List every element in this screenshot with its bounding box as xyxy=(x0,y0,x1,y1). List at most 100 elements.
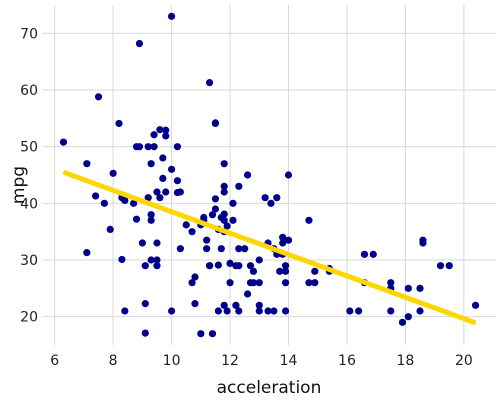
data-point xyxy=(241,245,249,253)
data-point xyxy=(279,239,287,247)
data-point xyxy=(279,233,287,241)
data-point xyxy=(416,307,424,315)
data-point xyxy=(147,160,155,168)
x-axis-label: acceleration xyxy=(217,378,322,398)
data-point xyxy=(243,290,252,298)
data-point xyxy=(147,211,155,219)
data-point xyxy=(191,273,199,281)
data-point xyxy=(118,255,126,264)
data-point xyxy=(223,307,231,315)
data-point xyxy=(369,250,377,258)
data-point xyxy=(153,188,161,196)
data-point xyxy=(419,239,427,247)
data-point xyxy=(223,222,231,230)
data-point xyxy=(141,329,149,337)
y-tick-label: 70 xyxy=(20,26,38,42)
data-point xyxy=(235,262,243,270)
data-point xyxy=(208,330,217,338)
data-point xyxy=(121,307,129,315)
data-point xyxy=(281,279,290,287)
data-point xyxy=(130,199,138,207)
data-point xyxy=(144,143,152,151)
data-point xyxy=(273,194,281,202)
x-tick-label: 18 xyxy=(396,353,414,369)
data-point xyxy=(162,126,170,134)
data-point xyxy=(182,221,190,229)
data-point xyxy=(188,228,196,236)
data-point xyxy=(121,196,129,205)
data-point xyxy=(267,199,275,207)
data-point xyxy=(135,39,144,48)
data-point xyxy=(276,267,284,275)
data-point xyxy=(141,262,149,270)
data-point xyxy=(150,131,158,139)
data-point xyxy=(214,261,222,269)
x-tick-label: 16 xyxy=(338,353,356,369)
data-point xyxy=(255,307,263,315)
data-point xyxy=(162,188,170,196)
data-point xyxy=(205,79,214,87)
data-point xyxy=(255,301,263,309)
data-point xyxy=(255,256,263,264)
data-point xyxy=(176,245,184,253)
y-tick-label: 30 xyxy=(20,253,38,269)
data-point xyxy=(211,119,220,128)
data-point xyxy=(144,194,152,202)
data-point xyxy=(205,262,214,270)
data-point xyxy=(220,210,228,218)
data-point xyxy=(387,279,395,287)
regression-line xyxy=(62,169,477,326)
x-tick-label: 14 xyxy=(280,353,298,369)
data-point xyxy=(208,211,217,219)
data-point xyxy=(147,256,155,264)
x-axis-ticks: 6 8 10 12 14 16 18 20 xyxy=(50,353,473,369)
data-point xyxy=(220,160,228,168)
data-point xyxy=(249,267,258,275)
data-point xyxy=(416,284,424,292)
y-tick-label: 60 xyxy=(20,83,38,99)
data-point xyxy=(232,301,240,309)
data-point xyxy=(167,12,176,20)
data-point xyxy=(270,307,278,315)
y-axis-label: mpg xyxy=(9,166,29,204)
data-point xyxy=(281,307,290,315)
data-point xyxy=(211,205,220,213)
data-point xyxy=(220,188,228,196)
data-point xyxy=(106,225,114,233)
data-point xyxy=(59,138,68,146)
data-point xyxy=(261,194,269,202)
data-point xyxy=(226,259,234,267)
data-point xyxy=(255,279,263,287)
data-point xyxy=(264,307,272,315)
data-point xyxy=(203,236,211,244)
data-point xyxy=(147,216,155,224)
data-point xyxy=(197,330,205,338)
x-tick-label: 12 xyxy=(221,353,239,369)
data-point xyxy=(150,143,158,151)
data-point xyxy=(281,262,290,270)
data-point xyxy=(220,301,228,309)
fit-line-layer xyxy=(62,169,477,326)
data-point xyxy=(311,267,319,275)
data-point xyxy=(235,182,243,190)
data-point xyxy=(135,143,144,151)
data-point xyxy=(173,177,182,185)
y-axis-ticks: 20 30 40 50 60 70 xyxy=(20,26,38,325)
data-point xyxy=(436,262,445,270)
data-point xyxy=(203,245,211,253)
data-point xyxy=(100,199,108,207)
data-point xyxy=(220,182,228,190)
data-point xyxy=(167,165,176,173)
y-tick-label: 40 xyxy=(20,196,38,212)
data-point xyxy=(281,267,290,275)
data-point xyxy=(471,301,480,309)
data-point xyxy=(387,307,395,315)
data-point xyxy=(94,93,103,101)
data-point xyxy=(311,279,319,287)
data-point xyxy=(246,262,255,270)
data-point xyxy=(305,279,313,287)
data-point xyxy=(229,216,237,224)
x-tick-label: 6 xyxy=(50,353,59,369)
data-point xyxy=(109,169,117,177)
